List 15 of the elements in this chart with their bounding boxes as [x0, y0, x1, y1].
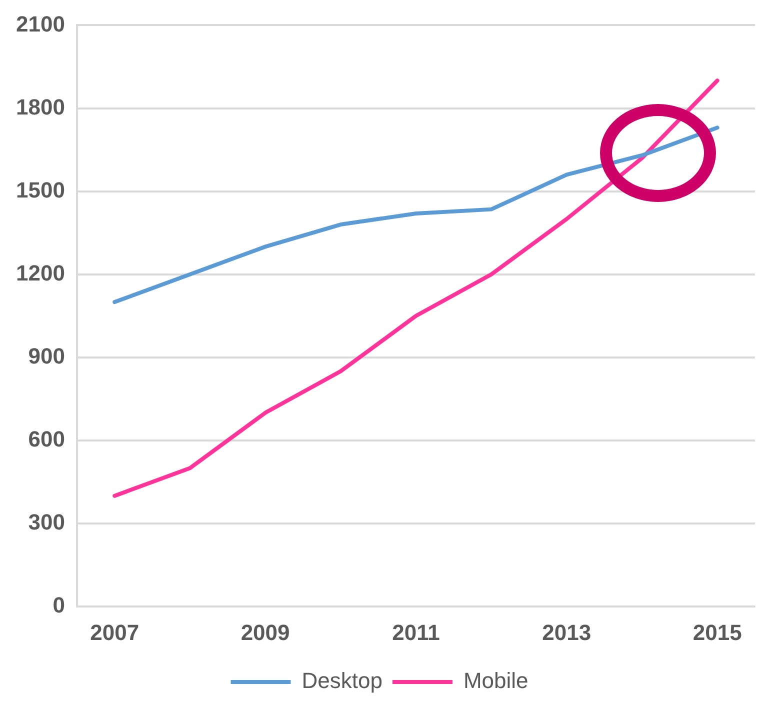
- legend-label: Desktop: [302, 668, 382, 694]
- y-tick-label: 300: [28, 510, 65, 535]
- y-tick-label: 900: [28, 343, 65, 368]
- x-tick-label: 2007: [90, 620, 140, 645]
- x-tick-label: 2015: [692, 620, 742, 645]
- y-tick-label: 600: [28, 426, 65, 452]
- y-tick-label: 1800: [16, 94, 65, 120]
- y-tick-label: 2100: [16, 11, 65, 36]
- x-tick-label: 2013: [542, 620, 592, 645]
- x-tick-label: 2011: [392, 620, 440, 645]
- legend-label: Mobile: [463, 668, 528, 694]
- y-tick-label: 0: [52, 592, 65, 618]
- x-tick-label: 2009: [240, 620, 290, 645]
- y-tick-label: 1500: [16, 177, 65, 202]
- y-tick-label: 1200: [16, 260, 65, 286]
